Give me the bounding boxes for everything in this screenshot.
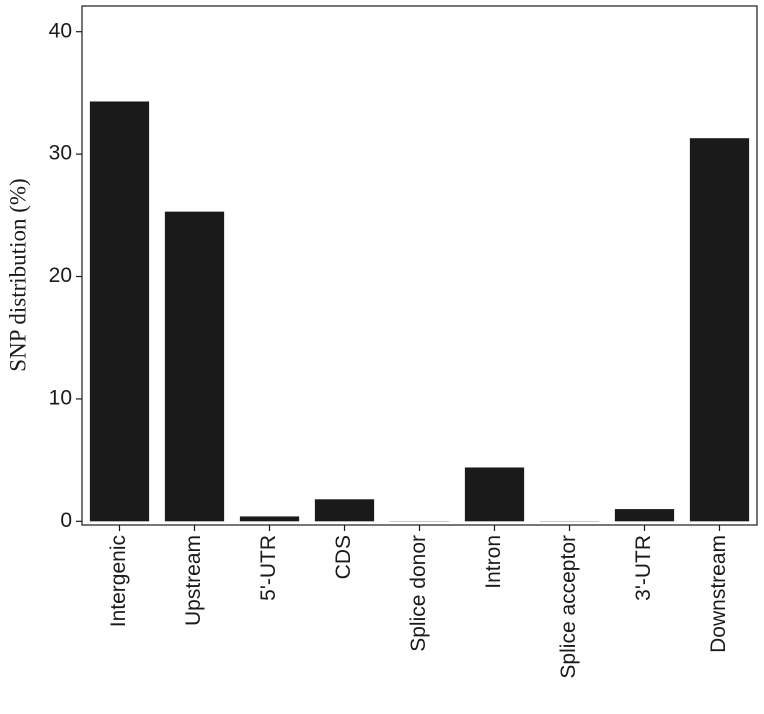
bar — [689, 138, 750, 522]
y-axis-title: SNP distribution (%) — [5, 178, 30, 371]
x-tick-label: Downstream — [707, 535, 730, 653]
x-tick-label: CDS — [332, 535, 355, 579]
y-tick-label: 0 — [60, 509, 72, 532]
y-tick-label: 30 — [49, 142, 72, 165]
y-tick-label: 10 — [49, 386, 72, 409]
x-tick-label: Intergenic — [107, 535, 130, 627]
bar — [164, 211, 225, 522]
x-tick-label: 5'-UTR — [257, 535, 280, 601]
x-tick-label: Intron — [482, 535, 505, 589]
bar — [314, 499, 375, 522]
x-tick-label: 3'-UTR — [632, 535, 655, 601]
y-tick-label: 20 — [49, 264, 72, 287]
bar — [464, 467, 525, 522]
plot-frame — [81, 5, 758, 526]
bar — [89, 101, 150, 522]
x-tick-label: Upstream — [182, 535, 205, 626]
x-tick-label: Splice donor — [407, 535, 430, 652]
bar — [614, 509, 675, 522]
x-tick-label: Splice acceptor — [557, 535, 580, 679]
y-tick-label: 40 — [49, 19, 72, 42]
bar — [239, 516, 300, 522]
